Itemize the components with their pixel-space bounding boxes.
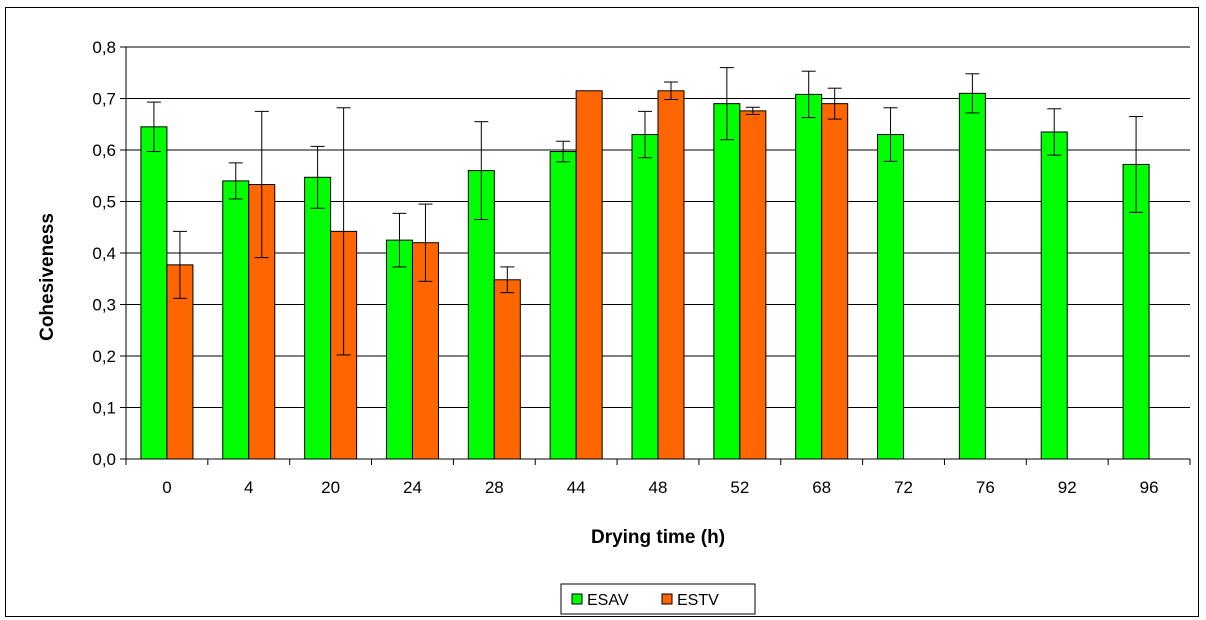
legend-swatch-estv	[661, 593, 673, 605]
x-tick-label: 28	[485, 478, 504, 497]
bar-esav	[631, 134, 659, 460]
x-tick-label: 92	[1058, 478, 1077, 497]
x-tick-label: 20	[321, 478, 340, 497]
bar-esav	[385, 239, 413, 460]
y-tick-label: 0,3	[92, 296, 116, 315]
bar-esav	[140, 126, 168, 460]
y-axis-title: Cohesiveness	[37, 213, 58, 341]
bar-estv	[739, 110, 767, 460]
bar-esav	[795, 93, 823, 460]
legend: ESAV ESTV	[560, 583, 756, 615]
x-tick-label: 76	[976, 478, 995, 497]
y-tick-label: 0,7	[92, 90, 116, 109]
bar-esav	[222, 180, 250, 460]
y-tick-labels: 0,0 0,1 0,2 0,3 0,4 0,5 0,6 0,7 0,8	[92, 38, 126, 469]
legend-label-estv: ESTV	[677, 592, 719, 609]
bar-esav	[713, 103, 741, 460]
y-tick-label: 0,1	[92, 399, 116, 418]
bar-estv	[657, 90, 685, 460]
y-tick-label: 0,5	[92, 193, 116, 212]
bar-estv	[821, 103, 849, 460]
x-tick-label: 72	[894, 478, 913, 497]
error-bars	[146, 67, 1144, 356]
x-tick-labels: 0 4 20 24 28 44 48 52 68 72 76 92 96	[125, 459, 1191, 497]
x-axis-title: Drying time (h)	[591, 527, 725, 548]
bar-esav	[877, 134, 905, 460]
y-tick-label: 0,2	[92, 347, 116, 366]
bar-estv	[493, 279, 521, 460]
bars	[140, 90, 1150, 460]
y-tick-label: 0,4	[92, 244, 116, 263]
x-tick-label: 24	[403, 478, 422, 497]
x-tick-label: 68	[812, 478, 831, 497]
x-tick-label: 96	[1140, 478, 1159, 497]
y-tick-label: 0,0	[92, 450, 116, 469]
y-tick-label: 0,6	[92, 141, 116, 160]
x-tick-label: 52	[730, 478, 749, 497]
x-tick-label: 4	[244, 478, 253, 497]
bar-esav	[304, 176, 332, 460]
bar-estv	[575, 90, 603, 460]
y-tick-label: 0,8	[92, 38, 116, 57]
bar-esav	[1040, 131, 1068, 460]
x-tick-label: 44	[567, 478, 586, 497]
bar-esav	[958, 92, 986, 460]
bar-esav	[549, 151, 577, 460]
legend-box	[560, 583, 756, 615]
x-tick-label: 0	[162, 478, 171, 497]
legend-label-esav: ESAV	[587, 592, 629, 609]
x-tick-label: 48	[649, 478, 668, 497]
legend-swatch-esav	[571, 593, 583, 605]
